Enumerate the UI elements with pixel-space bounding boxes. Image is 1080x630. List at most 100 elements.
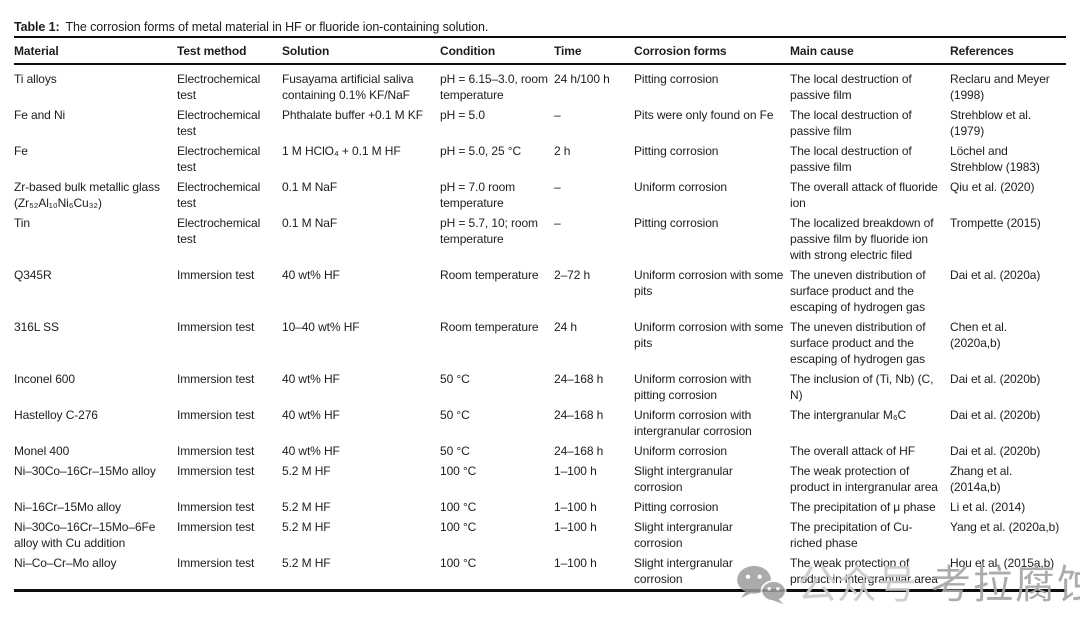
cell-main_cause: The uneven distribution of surface produ… xyxy=(790,320,926,366)
cell-condition: pH = 5.0, 25 °C xyxy=(440,144,522,158)
cell-material: Zr-based bulk metallic glass (Zr₅₂Al₁₀Ni… xyxy=(14,180,160,210)
cell-corrosion_forms: Slight intergranular corrosion xyxy=(634,520,733,550)
cell-condition: pH = 7.0 room temperature xyxy=(440,180,516,210)
cell-corrosion_forms: Slight intergranular corrosion xyxy=(634,464,733,494)
cell-corrosion_forms: Pits were only found on Fe xyxy=(634,108,774,122)
cell-test_method: Electrochemical test xyxy=(177,72,261,102)
cell-references: Dai et al. (2020b) xyxy=(950,372,1041,386)
cell-solution: 5.2 M HF xyxy=(282,556,331,570)
cell-material: Ni–16Cr–15Mo alloy xyxy=(14,500,121,514)
cell-main_cause: The weak protection of product in interg… xyxy=(790,464,938,494)
cell-condition: pH = 5.7, 10; room temperature xyxy=(440,216,538,246)
cell-solution: 40 wt% HF xyxy=(282,372,340,386)
table-caption: Table 1: The corrosion forms of metal mat… xyxy=(14,19,1070,35)
column-header-time: Time xyxy=(554,44,582,58)
cell-material: Hastelloy C-276 xyxy=(14,408,98,422)
table-head: Material Test method Solution Condition Time… xyxy=(14,37,1066,64)
cell-solution: 5.2 M HF xyxy=(282,500,331,514)
cell-condition: Room temperature xyxy=(440,320,539,334)
cell-corrosion_forms: Uniform corrosion with some pits xyxy=(634,268,784,298)
table-row: Ti alloys Electrochemical test Fusayama ar… xyxy=(14,64,1066,105)
cell-references: Dai et al. (2020b) xyxy=(950,408,1041,422)
cell-test_method: Immersion test xyxy=(177,444,255,458)
table-row: Ni–30Co–16Cr–15Mo alloy Immersion test 5.2… xyxy=(14,461,1066,497)
cell-time: 1–100 h xyxy=(554,500,597,514)
cell-condition: Room temperature xyxy=(440,268,539,282)
cell-corrosion_forms: Uniform corrosion with intergranular cor… xyxy=(634,408,752,438)
cell-solution: 0.1 M NaF xyxy=(282,180,338,194)
table-row: Monel 400 Immersion test 40 wt% HF 50 °C 24–… xyxy=(14,441,1066,461)
cell-main_cause: The overall attack of HF xyxy=(790,444,915,458)
cell-solution: Fusayama artificial saliva containing 0.… xyxy=(282,72,414,102)
cell-corrosion_forms: Pitting corrosion xyxy=(634,72,719,86)
cell-references: Reclaru and Meyer (1998) xyxy=(950,72,1050,102)
cell-time: 24–168 h xyxy=(554,372,604,386)
table-row: Ni–Co–Cr–Mo alloy Immersion test 5.2 M HF 1… xyxy=(14,553,1066,591)
cell-condition: 50 °C xyxy=(440,444,470,458)
cell-main_cause: The local destruction of passive film xyxy=(790,144,912,174)
table-body: Ti alloys Electrochemical test Fusayama ar… xyxy=(14,64,1066,591)
cell-corrosion_forms: Pitting corrosion xyxy=(634,500,719,514)
cell-material: Ni–Co–Cr–Mo alloy xyxy=(14,556,117,570)
column-header-test_method: Test method xyxy=(177,44,247,58)
cell-test_method: Electrochemical test xyxy=(177,108,261,138)
cell-test_method: Immersion test xyxy=(177,500,255,514)
cell-test_method: Immersion test xyxy=(177,520,255,534)
cell-solution: 10–40 wt% HF xyxy=(282,320,360,334)
cell-references: Yang et al. (2020a,b) xyxy=(950,520,1060,534)
cell-references: Strehblow et al. (1979) xyxy=(950,108,1032,138)
column-header-condition: Condition xyxy=(440,44,496,58)
cell-time: 1–100 h xyxy=(554,464,597,478)
cell-references: Li et al. (2014) xyxy=(950,500,1026,514)
cell-test_method: Immersion test xyxy=(177,556,255,570)
table-row: 316L SS Immersion test 10–40 wt% HF Room te… xyxy=(14,317,1066,369)
cell-main_cause: The precipitation of Cu-riched phase xyxy=(790,520,913,550)
cell-references: Löchel and Strehblow (1983) xyxy=(950,144,1040,174)
cell-references: Zhang et al. (2014a,b) xyxy=(950,464,1013,494)
cell-material: Inconel 600 xyxy=(14,372,75,386)
table-row: Zr-based bulk metallic glass (Zr₅₂Al₁₀Ni… xyxy=(14,177,1066,213)
table-header-row: Material Test method Solution Condition Time… xyxy=(14,37,1066,64)
cell-main_cause: The intergranular M₆C xyxy=(790,408,907,422)
column-header-main_cause: Main cause xyxy=(790,44,854,58)
cell-references: Hou et al. (2015a,b) xyxy=(950,556,1055,570)
column-header-solution: Solution xyxy=(282,44,330,58)
cell-time: – xyxy=(554,180,561,194)
cell-references: Trompette (2015) xyxy=(950,216,1041,230)
cell-material: Fe xyxy=(14,144,28,158)
cell-solution: 5.2 M HF xyxy=(282,520,331,534)
column-header-corrosion_forms: Corrosion forms xyxy=(634,44,727,58)
cell-test_method: Electrochemical test xyxy=(177,144,261,174)
cell-material: 316L SS xyxy=(14,320,59,334)
cell-solution: Phthalate buffer +0.1 M KF xyxy=(282,108,423,122)
table-caption-label: Table 1: xyxy=(14,19,60,34)
cell-test_method: Immersion test xyxy=(177,268,255,282)
cell-solution: 40 wt% HF xyxy=(282,268,340,282)
column-header-material: Material xyxy=(14,44,59,58)
table-row: Fe and Ni Electrochemical test Phthalate b… xyxy=(14,105,1066,141)
cell-main_cause: The inclusion of (Ti, Nb) (C, N) xyxy=(790,372,934,402)
cell-time: 24 h xyxy=(554,320,577,334)
cell-material: Ni–30Co–16Cr–15Mo alloy xyxy=(14,464,156,478)
cell-time: 24–168 h xyxy=(554,444,604,458)
cell-test_method: Immersion test xyxy=(177,320,255,334)
cell-material: Ni–30Co–16Cr–15Mo–6Fe alloy with Cu addi… xyxy=(14,520,156,550)
cell-material: Tin xyxy=(14,216,30,230)
cell-corrosion_forms: Uniform corrosion with some pits xyxy=(634,320,784,350)
cell-time: 24 h/100 h xyxy=(554,72,610,86)
table-row: Q345R Immersion test 40 wt% HF Room tempera… xyxy=(14,265,1066,317)
cell-corrosion_forms: Uniform corrosion xyxy=(634,444,727,458)
cell-condition: pH = 6.15–3.0, room temperature xyxy=(440,72,548,102)
cell-condition: 100 °C xyxy=(440,500,477,514)
table-row: Ni–16Cr–15Mo alloy Immersion test 5.2 M HF… xyxy=(14,497,1066,517)
cell-material: Q345R xyxy=(14,268,52,282)
cell-solution: 40 wt% HF xyxy=(282,408,340,422)
cell-main_cause: The uneven distribution of surface produ… xyxy=(790,268,926,314)
cell-time: 1–100 h xyxy=(554,556,597,570)
cell-main_cause: The precipitation of μ phase xyxy=(790,500,936,514)
cell-corrosion_forms: Pitting corrosion xyxy=(634,144,719,158)
table-caption-text: The corrosion forms of metal material in… xyxy=(65,19,489,34)
cell-condition: 50 °C xyxy=(440,372,470,386)
cell-condition: 100 °C xyxy=(440,520,477,534)
